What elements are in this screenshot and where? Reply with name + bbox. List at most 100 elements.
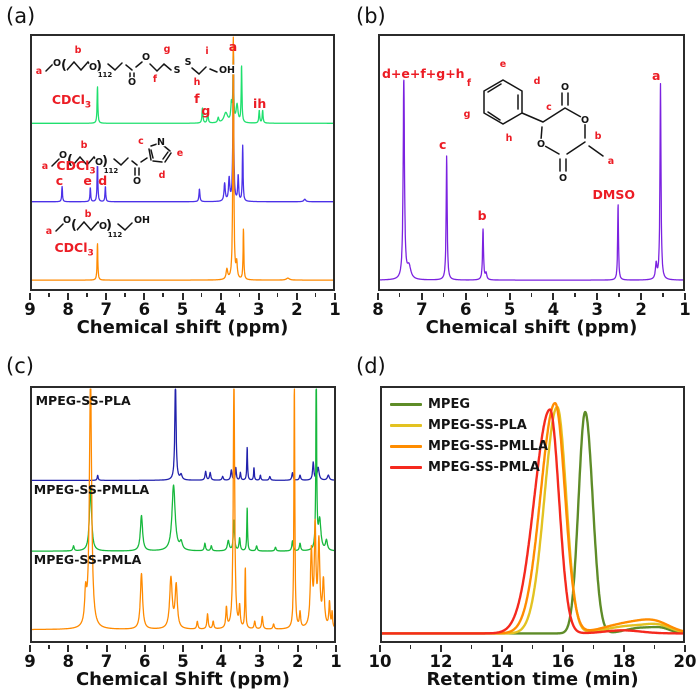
structure-label: O [89,62,97,73]
tick-label: 12 [429,652,453,671]
tick-major [295,293,298,300]
tick-label: 8 [372,300,384,319]
structure-label: a [42,161,48,172]
legend-item: MPEG-SS-PLA [390,415,548,436]
annotation: g [201,102,211,118]
panel-d-letter: (d) [356,354,386,378]
structure-label: d [534,76,541,87]
annotation: f [194,91,200,106]
tick-label: 14 [490,652,514,671]
structure-label: h [194,77,201,88]
structure-label: ( [61,58,67,73]
tick-major [420,293,423,300]
tick-major [640,293,643,300]
tick-minor [86,645,88,649]
structure-label: a [46,226,52,237]
tick-minor [48,645,50,649]
structure-label: OH [219,65,235,76]
tick-label: 3 [253,652,266,671]
tick-minor [592,645,594,649]
tick-label: 20 [673,652,697,671]
tick-major [105,293,108,300]
tick-label: 18 [612,652,636,671]
structure-label: h [506,133,513,144]
tick-minor [531,645,533,649]
tick-major [181,293,184,300]
tick-major [67,293,70,300]
annotation: MPEG-SS-PMLA [33,551,142,567]
tick-major [623,645,625,652]
tick-major [29,645,31,652]
tick-major [220,645,223,652]
tick-minor [201,645,203,649]
trace [380,79,683,281]
tick-minor [48,293,50,297]
structure-label: 112 [104,167,119,175]
tick-minor [162,645,165,649]
tick-major [296,645,299,652]
structure-label: f [153,74,158,85]
tick-label: 1 [679,300,691,319]
structure-label: O [128,77,136,88]
tick-label: 7 [100,300,112,319]
tick-major [508,293,511,300]
tick-minor [470,645,472,649]
panel-c-xlabel: Chemical Shift (ppm) [75,669,291,690]
tick-minor [239,645,241,649]
tick-minor [398,293,401,297]
legend-swatch [390,465,422,470]
annotation: e [83,173,92,189]
structure-label: ) [96,59,102,74]
legend-label: MPEG [428,397,471,412]
tick-label: 9 [24,652,36,671]
structure-label: a [36,66,42,77]
tick-label: 2 [635,300,647,319]
plot-b-svg [380,79,683,281]
structure-label: d [159,170,166,181]
annotation: DMSO [592,187,635,203]
panel-b-letter: (b) [356,4,386,28]
tick-label: 4 [547,300,560,319]
tick-label: 1 [330,652,342,671]
annotation: MPEG-SS-PLA [35,392,131,408]
panel-d-xlabel: Retention time (min) [426,669,639,690]
plot-d-svg [382,401,683,635]
annotation: CDCl3 [54,239,94,259]
tick-label: 4 [214,300,227,319]
structure-label: O [99,221,107,232]
tick-minor [238,293,241,297]
tick-minor [618,293,620,297]
structure-label: b [75,45,82,56]
tick-major [29,293,31,300]
structure-label: O [133,176,141,187]
structure-label: O [559,173,567,184]
structure-label: e [500,59,506,70]
structure-label: ) [102,154,108,169]
annotation: b [477,207,487,223]
tick-label: 5 [177,652,189,671]
annotation: MPEG-SS-PMLLA [33,482,150,498]
axis-a: 9 8 7 6 5 4 3 2 1 [24,293,341,325]
legend-label: MPEG-SS-PMLA [428,460,540,475]
tick-major [67,645,70,652]
tick-major [596,293,599,300]
annotation: c [55,173,64,189]
tick-label: 7 [100,652,113,671]
tick-label: 10 [368,652,392,671]
tick-major [552,293,555,300]
panel-a-letter: (a) [6,4,36,28]
structure-label: OH [134,215,150,226]
tick-label: 2 [291,300,303,319]
tick-minor [662,293,664,297]
panel-d-plot: MPEG MPEG-SS-PLA MPEG-SS-PMLLA MPEG-SS-PMLA [380,386,685,643]
tick-major [258,645,261,652]
tick-minor [486,293,489,297]
tick-label: 2 [292,652,304,671]
tick-minor [530,293,532,297]
panel-c-letter: (c) [6,354,34,378]
tick-label: 6 [459,300,472,319]
panel-b: (b) e f g d h c b a O O O O d+e+f+g+h c b DMSO a 8 7 6 5 4 3… [350,0,700,350]
